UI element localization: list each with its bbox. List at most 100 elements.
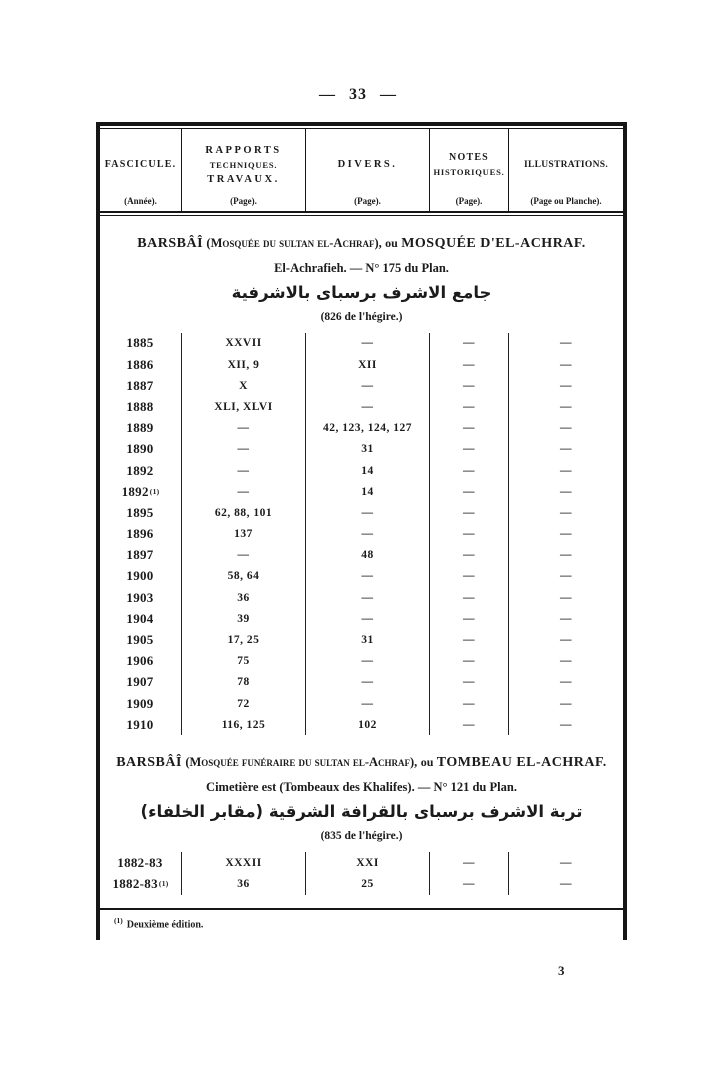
cell-illustrations-page: — [560,655,572,668]
table-row: 1909 72 — — — [100,692,623,715]
cell-rapports-page: — [182,438,306,460]
cell-notes-page: — [430,459,509,482]
cell-fascicule-year: 1896 [100,523,182,545]
cell-notes-page: — [430,629,509,651]
cell-rapports-page: 116, 125 [182,714,306,736]
section-data-rows: 1885 XXVII — — — 1886 XII, 9 XII — — 188… [100,332,623,736]
cell-illustrations-page: — [560,676,572,689]
cell-fascicule-year: 1910 [100,714,182,736]
cell-divers-page: 102 [306,714,430,736]
cell-notes-page: — [430,438,509,460]
cell-fascicule-year: 1889 [100,417,182,439]
cell-notes-page: — [430,523,509,545]
cell-fascicule-year: 1890 [100,438,182,460]
cell-illustrations-page: — [560,464,572,477]
cell-notes-page: — [430,565,509,588]
cell-notes-page: — [430,332,509,354]
header-title: FASCICULE. [104,159,177,170]
table-row: 1897 — 48 — — [100,544,623,566]
header-title: RAPPORTS [205,144,282,156]
cell-notes-page: — [430,417,509,439]
table-row: 1905 17, 25 31 — — [100,629,623,651]
header-subtitle: (Page). [230,196,257,206]
header-title: ILLUSTRATIONS. [523,159,608,170]
cell-notes-page: — [430,671,509,693]
cell-fascicule-year: 1886 [100,353,182,376]
cell-fascicule-year: 1906 [100,650,182,672]
cell-rapports-page: 17, 25 [182,629,306,651]
title-conjunction: ou [385,236,398,250]
monument-name: BARSBÂÎ [137,236,204,251]
cell-illustrations-page: — [560,570,572,583]
section-title: BARSBÂÎ (Mosquée du sultan el-Achraf), o… [100,235,623,252]
cell-notes-page: — [430,873,509,895]
cell-divers-page: 48 [306,544,430,566]
header-title-line3: TRAVAUX. [207,173,280,185]
cell-illustrations-page: — [560,443,572,456]
cell-divers-page: 25 [306,873,430,895]
cell-rapports-page: XXXII [182,852,306,874]
cell-divers-page: — [306,523,430,545]
cell-divers-page: — [306,332,430,354]
footnote: (1) Deuxième édition. [100,910,623,940]
title-conjunction: ou [420,755,434,770]
table-row: 1889 — 42, 123, 124, 127 — — [100,417,623,439]
table-row: 1895 62, 88, 101 — — — [100,502,623,524]
cell-fascicule-year: 1882-83 (1) [100,873,182,895]
section-mosque: BARSBÂÎ (Mosquée du sultan el-Achraf), o… [100,235,623,736]
section-location-line: Cimetière est (Tombeaux des Khalifes). —… [206,780,517,795]
header-subtitle: (Page). [455,196,483,206]
cell-divers-page: — [306,692,430,715]
cell-divers-page: — [306,565,430,588]
cell-rapports-page: 78 [182,671,306,693]
cell-divers-page: — [306,587,430,609]
cell-divers-page: 42, 123, 124, 127 [306,417,430,439]
cell-fascicule-year: 1903 [100,587,182,609]
header-cell-notes: NOTES HISTORIQUES. (Page). [430,129,509,211]
cell-illustrations-page: — [560,634,572,647]
header-subtitle: (Page). [354,196,381,206]
cell-notes-page: — [430,608,509,630]
cell-notes-page: — [430,692,509,715]
header-title: DIVERS. [337,159,398,170]
cell-divers-page: — [306,396,430,418]
table-row: 1890 — 31 — — [100,438,623,460]
table-row: 1892 — 14 — — [100,459,623,482]
cell-rapports-page: 62, 88, 101 [182,502,306,524]
header-title-line2: TECHNIQUES. [209,159,278,170]
cell-divers-page: 14 [306,481,430,503]
cell-illustrations-page: — [560,422,572,435]
cell-illustrations-page: — [560,591,572,604]
cell-notes-page: — [430,587,509,609]
cell-illustrations-page: — [560,358,572,371]
table-row: 1910 116, 125 102 — — [100,714,623,736]
cell-fascicule-year: 1882-83 [100,852,182,874]
cell-illustrations-page: — [560,506,572,519]
header-subtitle: (Page ou Planche). [530,196,602,206]
cell-illustrations-page: — [560,877,572,890]
cell-rapports-page: X [182,375,306,397]
section-location-line: El-Achrafieh. — N° 175 du Plan. [274,261,449,275]
cell-divers-page: 14 [306,459,430,482]
section-hegira-date: (835 de l'hégire.) [320,830,403,843]
top-inner-rule [100,128,623,129]
table-row: 1885 XXVII — — — [100,332,623,354]
table-row: 1907 78 — — — [100,671,623,693]
cell-illustrations-page: — [560,549,572,562]
cell-notes-page: — [430,502,509,524]
table-row: 1892 (1) — 14 — — [100,481,623,503]
cell-divers-page: — [306,375,430,397]
header-cell-illustrations: ILLUSTRATIONS. (Page ou Planche). [509,129,623,211]
cell-notes-page: — [430,396,509,418]
cell-rapports-page: 137 [182,523,306,545]
cell-rapports-page: — [182,417,306,439]
cell-divers-page: — [306,608,430,630]
header-title-line2: HISTORIQUES. [433,167,505,177]
cell-notes-page: — [430,852,509,874]
monument-descriptor: (Mosquée funéraire du sultan el-Achraf), [185,755,418,770]
cell-notes-page: — [430,650,509,672]
folio-number: — 33 — [319,86,397,103]
monument-name: BARSBÂÎ [116,755,182,771]
cell-rapports-page: 36 [182,873,306,895]
table-row: 1886 XII, 9 XII — — [100,353,623,376]
